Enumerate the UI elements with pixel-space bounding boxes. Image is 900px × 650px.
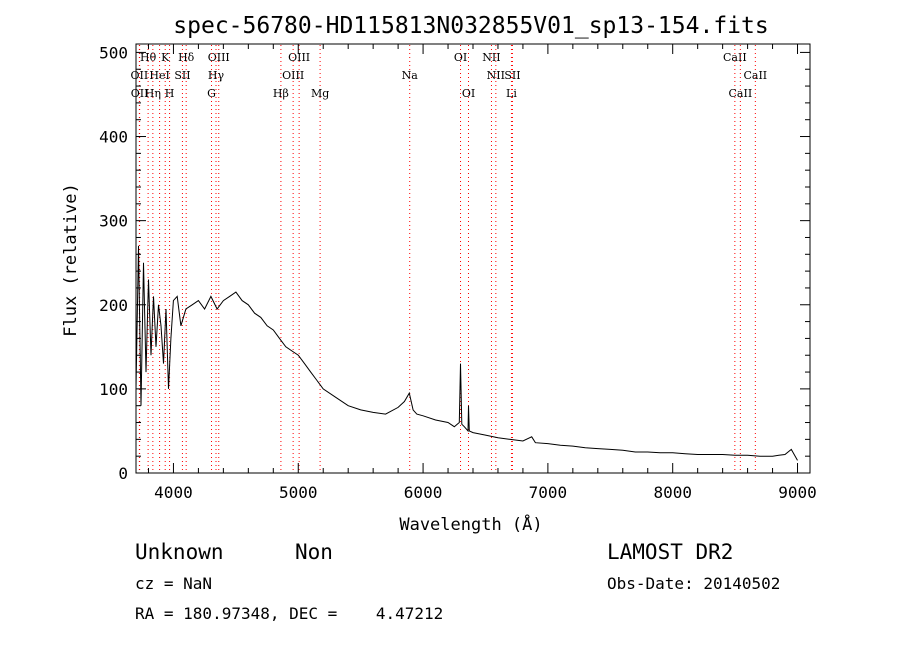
feature-marker-label: CaII bbox=[743, 69, 767, 82]
feature-marker-label: NII bbox=[487, 69, 505, 82]
feature-marker-label: OIII bbox=[208, 51, 230, 64]
object-class: Unknown bbox=[135, 540, 224, 564]
feature-marker-label: Hγ bbox=[208, 69, 225, 82]
feature-marker-label: OI bbox=[462, 87, 475, 100]
y-tick-label: 200 bbox=[99, 296, 128, 315]
feature-marker-label: G bbox=[207, 87, 216, 100]
x-tick-label: 5000 bbox=[279, 483, 318, 502]
feature-marker-label: HeI bbox=[149, 69, 169, 82]
spectrum-series-line bbox=[135, 245, 798, 461]
feature-marker-label: K bbox=[161, 51, 170, 64]
feature-marker-label: OII bbox=[131, 69, 149, 82]
feature-marker-label: Mg bbox=[311, 87, 329, 100]
feature-marker-label: OI bbox=[454, 51, 467, 64]
feature-marker-label: OIII bbox=[288, 51, 310, 64]
feature-marker-label: SII bbox=[174, 69, 190, 82]
feature-marker-label: OII bbox=[131, 87, 149, 100]
x-tick-label: 4000 bbox=[154, 483, 193, 502]
feature-marker-label: CaII bbox=[723, 51, 747, 64]
object-subclass: Non bbox=[295, 540, 333, 564]
x-axis-label: Wavelength (Å) bbox=[399, 513, 542, 535]
feature-marker-label: SII bbox=[504, 69, 520, 82]
x-tick-label: 7000 bbox=[529, 483, 568, 502]
feature-marker-label: CaII bbox=[729, 87, 753, 100]
y-tick-label: 500 bbox=[99, 43, 128, 62]
feature-marker-label: OIII bbox=[282, 69, 304, 82]
feature-marker-label: Hη bbox=[145, 87, 161, 100]
feature-marker-label: Hθ bbox=[140, 51, 157, 64]
x-tick-label: 8000 bbox=[653, 483, 692, 502]
y-tick-label: 400 bbox=[99, 128, 128, 147]
feature-marker-label: NII bbox=[482, 51, 500, 64]
x-tick-label: 6000 bbox=[404, 483, 443, 502]
obs-date: Obs-Date: 20140502 bbox=[607, 574, 781, 593]
survey-name: LAMOST DR2 bbox=[607, 540, 734, 564]
cz-value: cz = NaN bbox=[135, 574, 213, 593]
plot-area: Hθ K Hδ OIII OIII OI NII CaII OII HeI SII Hγ OIII Na N… bbox=[99, 43, 817, 502]
y-tick-label: 300 bbox=[99, 212, 128, 231]
feature-marker-label: Li bbox=[506, 87, 517, 100]
chart-title: spec-56780-HD115813N032855V01_sp13-154.f… bbox=[173, 13, 768, 39]
feature-marker-label: H bbox=[165, 87, 175, 100]
plot-frame bbox=[135, 43, 811, 474]
feature-marker-label: Hδ bbox=[178, 51, 195, 64]
feature-marker-label: Hβ bbox=[273, 87, 289, 100]
feature-marker-label: Na bbox=[402, 69, 419, 82]
coordinates: RA = 180.97348, DEC = 4.47212 bbox=[135, 604, 444, 623]
y-tick-label: 0 bbox=[118, 464, 128, 483]
x-tick-label: 9000 bbox=[778, 483, 817, 502]
y-tick-label: 100 bbox=[99, 380, 128, 399]
y-axis-label: Flux (relative) bbox=[61, 183, 81, 337]
